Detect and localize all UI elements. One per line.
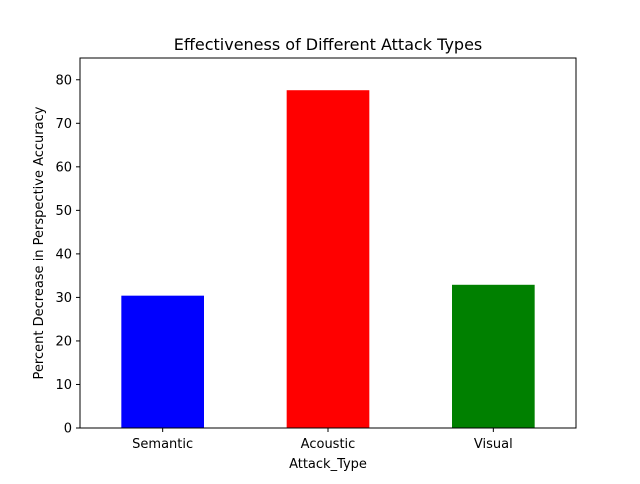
x-axis-label: Attack_Type: [289, 457, 367, 472]
bar-visual: [452, 284, 535, 428]
y-tick-label: 60: [55, 160, 72, 175]
y-tick-label: 70: [55, 117, 72, 132]
x-tick-label: Acoustic: [301, 437, 356, 452]
x-tick-label: Visual: [474, 437, 513, 452]
y-tick-label: 10: [55, 378, 72, 393]
y-tick-label: 50: [55, 204, 72, 219]
y-tick-label: 30: [55, 291, 72, 306]
y-tick-label: 40: [55, 247, 72, 262]
plot-frame: [79, 57, 577, 429]
chart-title: Effectiveness of Different Attack Types: [174, 35, 483, 54]
bars-layer: [121, 90, 535, 428]
bar-acoustic: [286, 90, 370, 428]
x-tick-label: Semantic: [132, 437, 193, 452]
x-axis: Semantic Acoustic Visual: [132, 428, 513, 452]
bar-semantic: [121, 295, 204, 428]
y-tick-label: 20: [55, 334, 72, 349]
y-tick-label: 80: [55, 73, 72, 88]
y-axis: 0 10 20 30 40 50 60 70 80: [55, 73, 80, 437]
y-tick-label: 0: [64, 422, 72, 437]
y-axis-label: Percent Decrease in Perspective Accuracy: [32, 106, 47, 379]
